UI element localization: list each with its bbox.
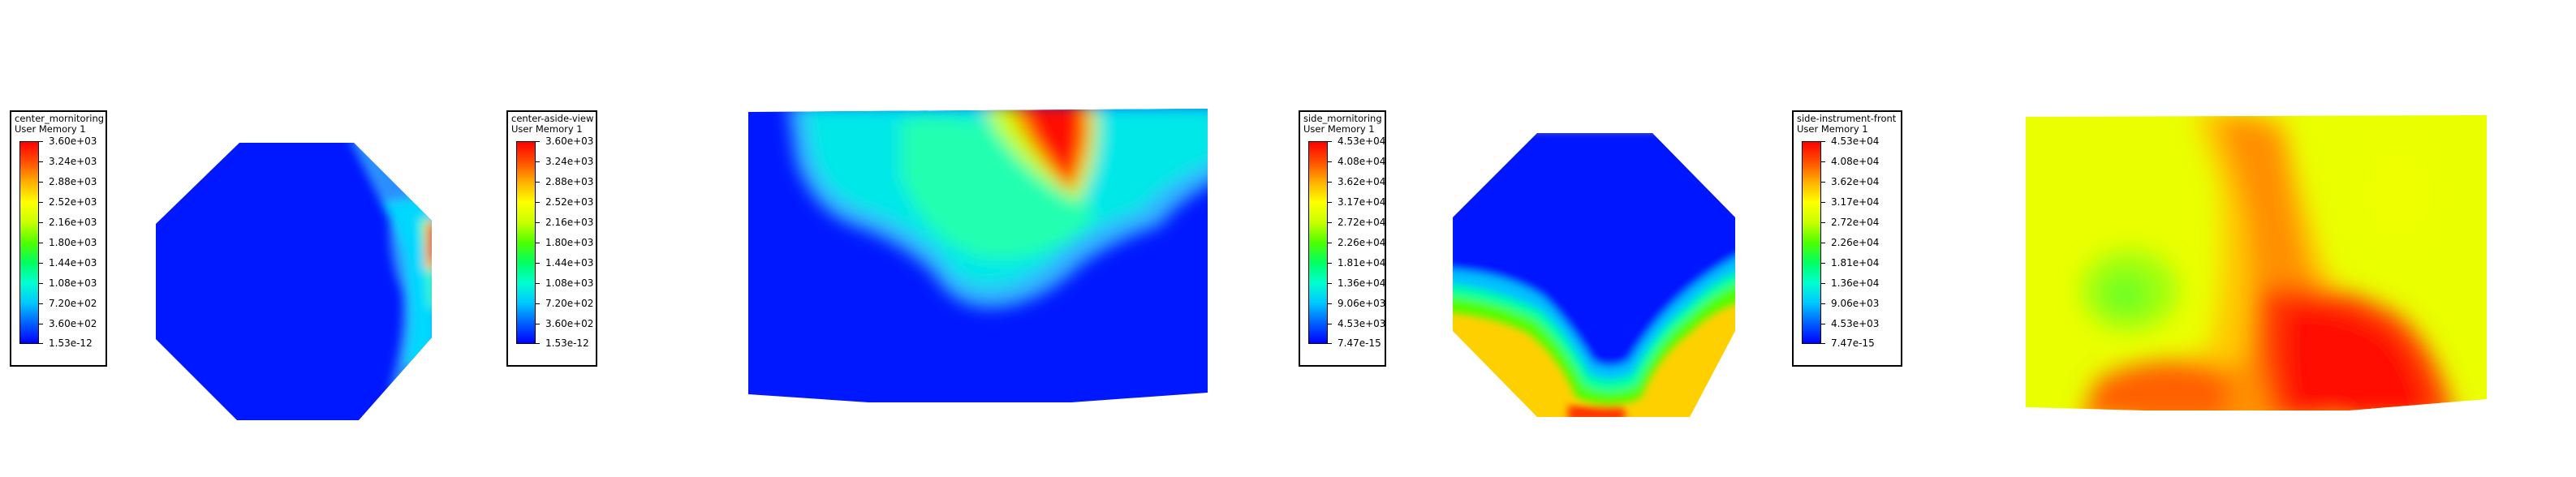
tick-label: 2.52e+03	[545, 196, 594, 208]
tick-label: 1.44e+03	[545, 257, 594, 269]
colorbar-ticks: 4.53e+04 4.08e+04 3.62e+04 3.17e+04 2.72…	[1821, 135, 1879, 349]
legend-title: center_mornitoring	[15, 113, 105, 124]
tick-label: 2.88e+03	[49, 176, 97, 187]
tick-label: 3.60e+03	[545, 135, 594, 147]
legend-variable: User Memory 1	[1303, 123, 1375, 135]
tick-label: 1.80e+03	[49, 237, 97, 248]
tick-label: 2.26e+04	[1831, 237, 1880, 248]
contour-plot-center-aside-view	[748, 109, 1208, 402]
tick-label: 1.36e+04	[1338, 277, 1386, 289]
tick-label: 1.81e+04	[1831, 257, 1880, 269]
colorbar-ticks: 3.60e+03 3.24e+03 2.88e+03 2.52e+03 2.16…	[536, 135, 593, 349]
colorbar	[1308, 141, 1328, 344]
tick-label: 1.53e-12	[545, 337, 589, 349]
tick-label: 3.60e+03	[49, 135, 97, 147]
tick-label: 9.06e+03	[1831, 298, 1880, 309]
tick-label: 2.72e+04	[1338, 217, 1386, 228]
tick-label: 1.80e+03	[545, 237, 594, 248]
legend-variable: User Memory 1	[511, 123, 583, 135]
tick-label: 7.20e+02	[545, 298, 594, 309]
colorbar-ticks: 4.53e+04 4.08e+04 3.62e+04 3.17e+04 2.72…	[1328, 135, 1385, 349]
tick-label: 4.08e+04	[1831, 156, 1880, 167]
tick-label: 2.16e+03	[49, 217, 97, 228]
contour-plot-center-monitoring	[156, 143, 432, 420]
colorbar-legend-side-monitoring: side_mornitoring User Memory 1 4.53e+04 …	[1299, 110, 1386, 367]
tick-label: 1.53e-12	[49, 337, 93, 349]
tick-label: 4.53e+03	[1338, 318, 1386, 329]
tick-label: 4.53e+04	[1831, 135, 1880, 147]
tick-label: 3.17e+04	[1338, 196, 1386, 208]
tick-label: 3.24e+03	[545, 156, 594, 167]
tick-label: 1.08e+03	[49, 277, 97, 289]
tick-label: 2.52e+03	[49, 196, 97, 208]
contour-plot-side-instrument-front	[2026, 115, 2487, 410]
colorbar-ticks: 3.60e+03 3.24e+03 2.88e+03 2.52e+03 2.16…	[39, 135, 97, 349]
colorbar	[1802, 141, 1821, 344]
tick-label: 3.24e+03	[49, 156, 97, 167]
tick-label: 9.06e+03	[1338, 298, 1386, 309]
tick-label: 2.88e+03	[545, 176, 594, 187]
tick-label: 7.47e-15	[1338, 337, 1381, 349]
tick-label: 7.47e-15	[1831, 337, 1875, 349]
tick-label: 3.62e+04	[1338, 176, 1386, 187]
tick-label: 4.08e+04	[1338, 156, 1386, 167]
tick-label: 3.17e+04	[1831, 196, 1880, 208]
tick-label: 4.53e+04	[1338, 135, 1386, 147]
tick-label: 1.08e+03	[545, 277, 594, 289]
tick-label: 3.62e+04	[1831, 176, 1880, 187]
tick-label: 4.53e+03	[1831, 318, 1880, 329]
colorbar-legend-side-instrument-front: side-instrument-front User Memory 1 4.53…	[1792, 110, 1902, 367]
legend-title: side_mornitoring	[1303, 113, 1382, 124]
tick-label: 3.60e+02	[545, 318, 594, 329]
colorbar-legend-center-monitoring: center_mornitoring User Memory 1 3.60e+0…	[10, 110, 107, 367]
legend-title: center-aside-view	[511, 113, 594, 124]
tick-label: 7.20e+02	[49, 298, 97, 309]
tick-label: 1.81e+04	[1338, 257, 1386, 269]
colorbar	[516, 141, 536, 344]
tick-label: 2.72e+04	[1831, 217, 1880, 228]
tick-label: 2.26e+04	[1338, 237, 1386, 248]
tick-label: 3.60e+02	[49, 318, 97, 329]
colorbar-legend-center-aside-view: center-aside-view User Memory 1 3.60e+03…	[506, 110, 597, 367]
contour-plot-side-monitoring	[1453, 133, 1735, 417]
legend-variable: User Memory 1	[15, 123, 86, 135]
tick-label: 1.44e+03	[49, 257, 97, 269]
legend-variable: User Memory 1	[1797, 123, 1868, 135]
legend-title: side-instrument-front	[1797, 113, 1897, 124]
colorbar	[19, 141, 39, 344]
tick-label: 2.16e+03	[545, 217, 594, 228]
tick-label: 1.36e+04	[1831, 277, 1880, 289]
